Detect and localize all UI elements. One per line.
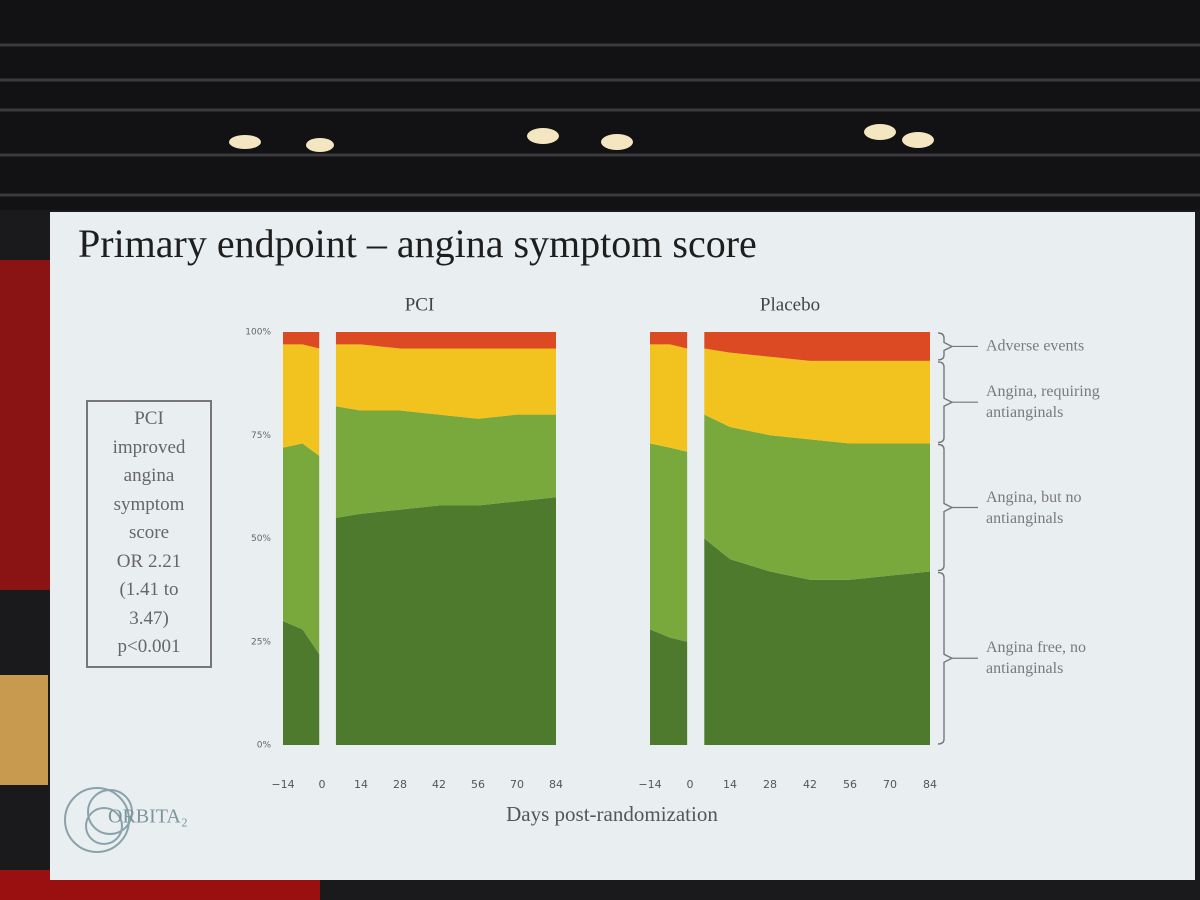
note-line: angina: [123, 465, 175, 486]
area: [650, 414, 930, 642]
y-tick-label: 0%: [257, 741, 272, 751]
note-line: improved: [112, 436, 186, 458]
slide: [50, 212, 1195, 880]
x-tick-label: 42: [432, 778, 446, 791]
x-tick-label: 84: [549, 778, 563, 791]
charts: PCI −14 0 14 28 42 56 70 84 0% 25% 50% 75% 100% Placeb…: [245, 294, 978, 791]
x-tick-label: 14: [354, 778, 368, 791]
y-tick-label: 75%: [251, 431, 271, 441]
area: [650, 344, 930, 452]
y-tick-label: 100%: [245, 328, 271, 338]
note-line: symptom: [113, 493, 185, 515]
x-tick-label: 56: [471, 778, 485, 791]
x-tick-label: 14: [723, 778, 737, 791]
legend-label: Angina free, no antianginals: [986, 639, 1086, 678]
legend-label: Adverse events: [986, 337, 1085, 355]
side-panel: [0, 675, 48, 785]
panel-title: Placebo: [760, 294, 820, 315]
area: [283, 344, 556, 456]
y-tick-label: 50%: [251, 534, 271, 544]
area: [650, 332, 930, 361]
note-line: (1.41 to: [119, 579, 179, 600]
logo: ORBITA₂: [108, 806, 188, 828]
note-line: score: [128, 522, 170, 543]
slide-title: Primary endpoint – angina symptom score: [78, 221, 757, 266]
x-tick-label: 42: [803, 778, 817, 791]
truss: [0, 43, 1200, 197]
x-tick-label: 0: [319, 778, 326, 791]
stage: [0, 0, 1200, 210]
stage-lights: [229, 124, 934, 152]
x-tick-label: 70: [510, 778, 524, 791]
note-line: OR 2.21: [116, 550, 182, 572]
legend-label: Angina, but no antianginals: [986, 488, 1082, 527]
area: [283, 406, 556, 655]
x-axis-label: Days post-randomization: [506, 802, 718, 826]
x-tick-label: 84: [923, 778, 937, 791]
legend-label: Angina, requiring antianginals: [986, 383, 1100, 422]
x-tick-label: 70: [883, 778, 897, 791]
logo-mark: [64, 787, 133, 853]
x-tick-label: 28: [763, 778, 777, 791]
area: [650, 538, 930, 745]
note-line: 3.47): [129, 607, 169, 629]
panel-title: PCI: [405, 294, 435, 315]
area: [283, 497, 556, 745]
x-tick-label: 0: [687, 778, 694, 791]
x-tick-label: −14: [638, 778, 661, 791]
x-tick-label: 28: [393, 778, 407, 791]
note-line: p<0.001: [117, 636, 181, 657]
side-panel: [0, 260, 55, 590]
x-tick-label: 56: [843, 778, 857, 791]
note-line: PCI: [134, 408, 164, 429]
note-box: PCI improved angina symptom score OR 2.21 (1.4…: [86, 400, 212, 668]
x-tick-label: −14: [271, 778, 294, 791]
y-tick-label: 25%: [251, 637, 271, 647]
area: [283, 332, 556, 349]
